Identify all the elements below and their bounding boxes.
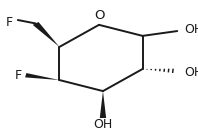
Text: O: O bbox=[95, 9, 105, 22]
Polygon shape bbox=[25, 73, 59, 80]
Text: OH: OH bbox=[93, 118, 113, 131]
Polygon shape bbox=[33, 22, 59, 47]
Text: F: F bbox=[14, 69, 21, 82]
Polygon shape bbox=[100, 91, 106, 118]
Text: OH: OH bbox=[184, 23, 198, 36]
Text: F: F bbox=[5, 16, 12, 29]
Text: OH: OH bbox=[184, 66, 198, 79]
